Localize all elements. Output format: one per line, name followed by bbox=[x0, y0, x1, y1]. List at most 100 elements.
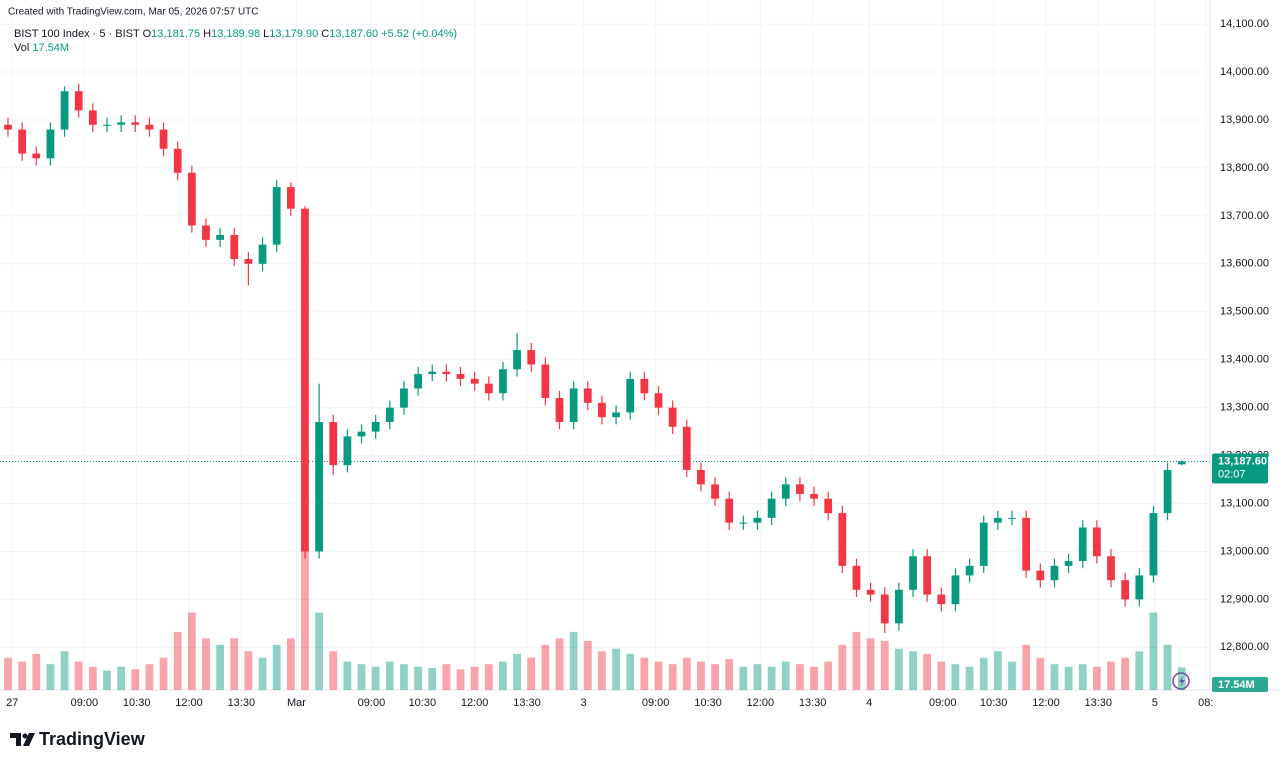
candle-body bbox=[60, 91, 69, 130]
volume-bar bbox=[909, 651, 917, 690]
volume-bar bbox=[216, 644, 225, 690]
candle-body bbox=[103, 124, 111, 126]
candle-body bbox=[428, 371, 437, 375]
volume-bar bbox=[753, 664, 762, 690]
symbol-title: BIST 100 Index · 5 · BIST bbox=[14, 28, 140, 40]
y-tick-label: 14,000.00 bbox=[1220, 66, 1269, 78]
volume-bar bbox=[4, 657, 12, 690]
candle-body bbox=[470, 378, 479, 384]
volume-bar bbox=[1092, 666, 1101, 690]
volume-bar bbox=[414, 666, 422, 690]
candle-body bbox=[654, 393, 663, 408]
volume-bar bbox=[527, 657, 536, 690]
candle-body bbox=[598, 402, 606, 418]
volume-bar bbox=[965, 666, 974, 690]
candle-body bbox=[74, 91, 83, 111]
candle-body bbox=[145, 124, 154, 130]
candle-body bbox=[258, 244, 267, 264]
volume-bar bbox=[810, 666, 818, 690]
candle-body bbox=[32, 153, 41, 159]
volume-bar bbox=[46, 664, 55, 690]
volume-bar bbox=[484, 664, 493, 690]
x-tick-label: 12:00 bbox=[747, 697, 775, 709]
candle-body bbox=[230, 235, 239, 260]
candle-body bbox=[866, 589, 875, 595]
candle-body bbox=[527, 350, 536, 365]
candle-body bbox=[937, 594, 946, 605]
volume-tag bbox=[1212, 677, 1268, 692]
lightning-icon bbox=[1172, 672, 1190, 690]
x-tick-label: 10:30 bbox=[123, 697, 151, 709]
volume-bar bbox=[668, 664, 677, 690]
candle-body bbox=[456, 374, 465, 379]
legend-header: BIST 100 Index · 5 · BIST O13,181.75 H13… bbox=[14, 28, 457, 40]
brand-name: TradingView bbox=[39, 729, 146, 749]
volume-legend-value: 17.54M bbox=[32, 42, 69, 54]
last-price-tag bbox=[1212, 453, 1268, 484]
volume-bar bbox=[1008, 661, 1016, 690]
candle-body bbox=[923, 556, 932, 595]
candle-body bbox=[697, 469, 705, 485]
x-tick-label: 09:00 bbox=[929, 697, 957, 709]
volume-bar bbox=[202, 638, 210, 690]
volume-bar bbox=[470, 666, 479, 690]
volume-bar bbox=[301, 548, 309, 690]
candle-body bbox=[442, 371, 451, 375]
volume-bar bbox=[286, 638, 295, 690]
candle-body bbox=[569, 388, 578, 423]
volume-bar bbox=[895, 648, 903, 690]
candle-body bbox=[555, 398, 564, 423]
volume-bar bbox=[654, 661, 663, 690]
candle-body bbox=[414, 374, 422, 389]
volume-bar bbox=[937, 661, 946, 690]
candle-body bbox=[640, 378, 649, 394]
volume-legend: Vol 17.54M bbox=[14, 42, 69, 54]
volume-bar bbox=[852, 631, 861, 690]
volume-bar bbox=[513, 653, 521, 690]
y-tick-label: 13,500.00 bbox=[1220, 306, 1269, 318]
y-tick-label: 13,600.00 bbox=[1220, 258, 1269, 270]
volume-bar bbox=[583, 640, 592, 690]
x-tick-label: 3 bbox=[580, 697, 586, 709]
x-tick-label: 10:30 bbox=[980, 697, 1008, 709]
candle-body bbox=[1121, 580, 1130, 600]
candle-body bbox=[202, 225, 210, 240]
candle-body bbox=[46, 129, 55, 159]
created-note: Created with TradingView.com, Mar 05, 20… bbox=[8, 7, 259, 18]
volume-bar bbox=[1177, 667, 1186, 690]
candle-body bbox=[357, 431, 366, 437]
candle-body bbox=[1163, 469, 1172, 514]
volume-bar bbox=[400, 664, 408, 690]
volume-bar bbox=[385, 661, 394, 690]
candle-body bbox=[852, 565, 861, 590]
candle-body bbox=[682, 426, 691, 470]
change-value: +5.52 (+0.04%) bbox=[381, 28, 457, 40]
volume-bar bbox=[1050, 664, 1059, 690]
candle-body bbox=[173, 148, 182, 173]
candle-body bbox=[781, 484, 790, 499]
x-tick-label: 12:00 bbox=[461, 697, 489, 709]
ohlc-value: 13,181.75 bbox=[151, 28, 200, 40]
volume-bar bbox=[626, 653, 635, 690]
volume-bar bbox=[767, 666, 776, 690]
candle-body bbox=[739, 522, 748, 524]
volume-bar bbox=[1163, 644, 1172, 690]
candle-body bbox=[385, 407, 394, 423]
volume-bar bbox=[1036, 657, 1045, 690]
volume-bar bbox=[60, 651, 69, 690]
volume-bar bbox=[1107, 661, 1115, 690]
volume-bar bbox=[682, 657, 691, 690]
volume-legend-label: Vol bbox=[14, 42, 29, 54]
candle-body bbox=[88, 110, 97, 125]
x-tick-label: 09:00 bbox=[358, 697, 386, 709]
volume-bar bbox=[159, 657, 168, 690]
candle-body bbox=[301, 208, 309, 552]
volume-bar bbox=[18, 661, 27, 690]
x-tick-label: 09:00 bbox=[71, 697, 99, 709]
ohlc-label: O bbox=[143, 28, 152, 40]
candle-body bbox=[1177, 461, 1186, 465]
ohlc-value: 13,187.60 bbox=[329, 28, 378, 40]
volume-bar bbox=[1022, 644, 1031, 690]
x-tick-label: 09:00 bbox=[642, 697, 670, 709]
